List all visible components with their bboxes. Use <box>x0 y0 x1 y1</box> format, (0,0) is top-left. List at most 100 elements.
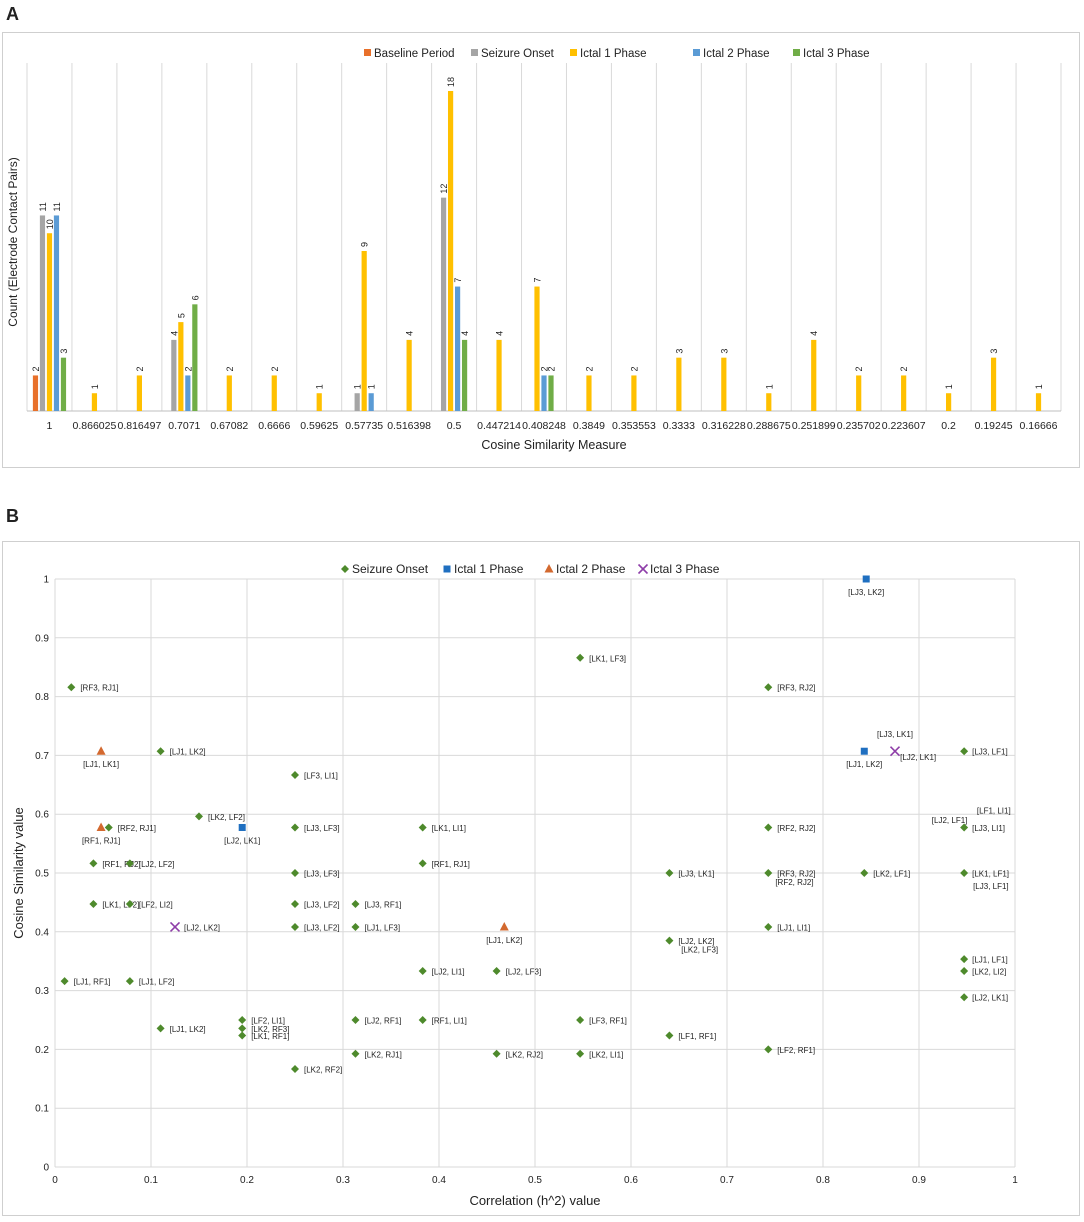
point-label: [RF1, LI1] <box>432 1017 467 1026</box>
scatter-point <box>125 900 134 909</box>
x-tick-label: 0.408248 <box>522 420 566 432</box>
bar-value-label: 4 <box>169 331 179 336</box>
bar <box>534 286 540 411</box>
x-tick-label: 0.2 <box>941 420 956 432</box>
bar <box>631 375 637 411</box>
bar-value-label: 5 <box>176 313 186 318</box>
legend-label: Ictal 1 Phase <box>580 48 646 60</box>
panel-a-letter: A <box>6 4 19 24</box>
point-label: [LF2, LI2] <box>139 901 173 910</box>
point-label: [LK2, LI2] <box>972 968 1006 977</box>
bar <box>91 393 98 411</box>
scatter-point <box>764 683 773 692</box>
point-label: [RF1, RJ2] <box>102 860 140 869</box>
bar-value-label: 2 <box>584 366 594 371</box>
point-label: [LJ2, LK1] <box>224 836 260 845</box>
point-label: [LK2, RJ2] <box>506 1050 543 1059</box>
bar <box>226 375 232 411</box>
scatter-point <box>291 869 299 877</box>
point-label: [RF1, RJ1] <box>82 836 120 845</box>
scatter-point <box>960 967 969 976</box>
point-label: [LK2, RF2] <box>304 1065 342 1074</box>
legend-swatch <box>364 49 371 56</box>
legend-label: Ictal 3 Phase <box>803 48 869 60</box>
bar <box>39 215 46 411</box>
point-label: [LK1, RF1] <box>251 1032 289 1041</box>
bar <box>354 393 360 411</box>
bar-value-label: 2 <box>31 366 41 371</box>
scatter-point <box>862 575 870 583</box>
bar <box>766 393 772 411</box>
x-tick-label: 0.816497 <box>117 420 161 432</box>
bar <box>946 393 952 411</box>
legend-swatch <box>570 49 577 56</box>
y-tick-label: 0.6 <box>35 810 49 821</box>
bar-value-label: 6 <box>190 295 200 300</box>
scatter-point <box>89 900 98 909</box>
bar <box>541 375 547 411</box>
x-tick-label: 0.4 <box>432 1175 446 1186</box>
scatter-point <box>291 922 299 931</box>
point-label: [LJ1, LK2] <box>170 748 206 757</box>
legend-swatch <box>471 49 478 56</box>
scatter-point <box>156 1024 165 1033</box>
bar-value-label: 11 <box>38 202 48 211</box>
y-tick-label: 0.5 <box>35 869 49 880</box>
point-label: [LK2, LF2] <box>208 813 245 822</box>
x-tick-label: 0.223607 <box>882 420 926 432</box>
point-label: [LK2, RJ1] <box>364 1050 401 1059</box>
scatter-point <box>960 823 969 832</box>
scatter-point <box>960 747 969 756</box>
x-tick-label: 0.353553 <box>612 420 656 432</box>
scatter-point <box>576 653 585 662</box>
bar-value-label: 1 <box>315 384 325 389</box>
point-label: [LJ3, LK1] <box>678 870 714 879</box>
point-label: [LJ3, LF3] <box>304 870 340 879</box>
bar-value-label: 4 <box>495 331 505 336</box>
scatter-point <box>418 859 427 868</box>
scatter-point <box>96 746 106 755</box>
point-label: [LJ2, RF1] <box>364 1017 401 1026</box>
point-label: [LJ1, LK2] <box>170 1025 206 1034</box>
chart-b-frame: 0 0.1 0.2 0.3 0.4 0.5 0.6 0.7 0.8 0.9 1 0 0.1 0.2 0.3 0… <box>2 541 1080 1216</box>
bar-value-label: 1 <box>944 384 954 389</box>
point-label: [LK1, LF3] <box>589 654 626 663</box>
bar <box>990 357 997 411</box>
point-label: [LJ3, LF2] <box>304 923 340 932</box>
x-tick-label: 0.1 <box>144 1175 158 1186</box>
scatter-point <box>576 1016 585 1024</box>
scatter-point <box>960 993 969 1002</box>
y-tick-label: 0.9 <box>35 633 49 644</box>
scatter-point <box>104 823 113 832</box>
point-label: [LJ1, LF3] <box>364 923 400 932</box>
point-label: [LK1, LF1] <box>972 870 1009 879</box>
y-tick-label: 0.7 <box>35 751 49 762</box>
bar <box>440 197 447 411</box>
bar <box>271 375 277 411</box>
scatter-point <box>291 1064 299 1073</box>
scatter-point <box>665 936 674 945</box>
panel-b-letter: B <box>6 506 19 526</box>
x-axis-label: Correlation (h^2) value <box>469 1193 600 1208</box>
point-label: [LK2, LI1] <box>589 1050 623 1059</box>
x-tick-label: 1 <box>47 420 53 432</box>
scatter-point <box>764 1045 773 1054</box>
scatter-point <box>169 921 181 933</box>
legend-label: Ictal 3 Phase <box>650 562 720 576</box>
bar <box>368 393 374 411</box>
bar-value-label: 1 <box>367 384 377 389</box>
bar <box>1035 393 1042 411</box>
bar <box>901 375 907 411</box>
bar-value-label: 1 <box>90 384 100 389</box>
point-label: [RF2, RJ1] <box>118 824 156 833</box>
scatter-point <box>96 822 106 831</box>
point-label: [LJ3, LF2] <box>304 901 340 910</box>
bar <box>316 393 322 411</box>
x-tick-label: 0.316228 <box>702 420 746 432</box>
bar <box>406 339 412 411</box>
scatter-point <box>156 747 165 756</box>
point-label: [LJ3, RF1] <box>364 901 401 910</box>
point-label: [LK1, LF2] <box>102 901 139 910</box>
point-label: [LJ1, LK2] <box>846 760 882 769</box>
point-label: [RF3, RJ1] <box>80 684 118 693</box>
